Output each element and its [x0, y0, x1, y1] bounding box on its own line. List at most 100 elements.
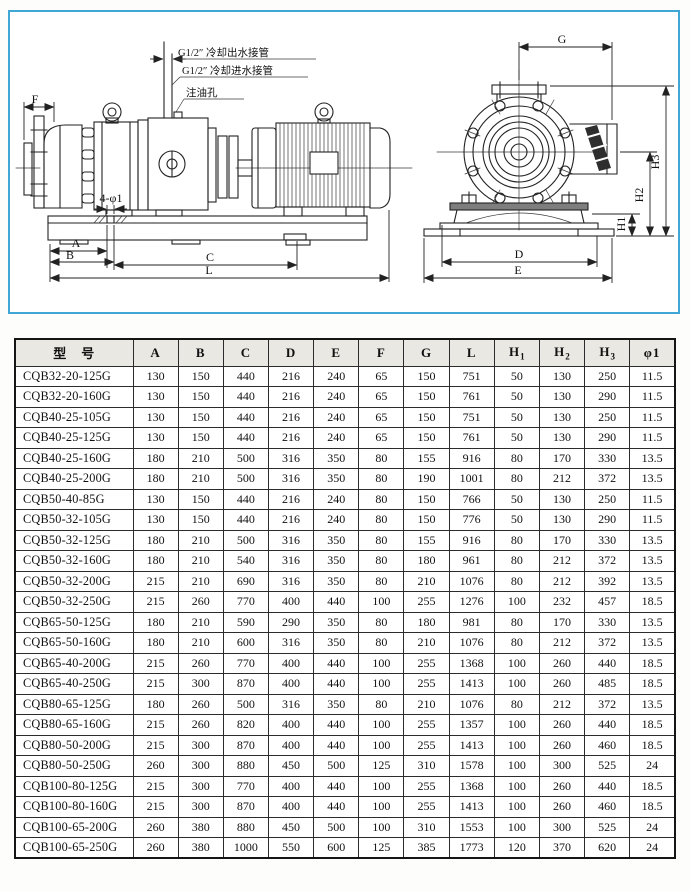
value-cell: 120: [493, 837, 540, 859]
value-cell: 80: [358, 468, 405, 490]
model-cell: CQB50-32-250G: [14, 591, 134, 613]
model-cell: CQB100-80-160G: [14, 796, 134, 818]
baseplate: [47, 215, 368, 246]
value-cell: 255: [403, 796, 450, 818]
motor-side: [251, 102, 391, 217]
value-cell: 1413: [448, 673, 495, 695]
value-cell: 150: [403, 406, 450, 428]
value-cell: 215: [132, 775, 179, 797]
value-cell: 440: [584, 775, 631, 797]
value-cell: 125: [358, 837, 405, 859]
value-cell: 300: [538, 816, 586, 838]
value-cell: 350: [313, 611, 360, 633]
table-row: CQB80-50-250G 260 300 880 450 500 125 310 1578 10…: [14, 755, 676, 777]
value-cell: 290: [584, 509, 631, 531]
value-cell: 330: [584, 529, 631, 551]
value-cell: 80: [493, 570, 540, 592]
dim-label-e: E: [514, 263, 521, 277]
value-cell: 150: [403, 427, 450, 449]
value-cell: 370: [538, 837, 586, 859]
value-cell: 100: [493, 775, 540, 797]
value-cell: 310: [403, 816, 450, 838]
value-cell: 100: [493, 796, 540, 818]
value-cell: 400: [267, 673, 315, 695]
value-cell: 150: [177, 386, 224, 408]
column-header: L: [448, 338, 495, 367]
value-cell: 180: [132, 611, 179, 633]
table-row: CQB80-65-160G 215 260 820 400 440 100 255 1357 10…: [14, 714, 676, 736]
value-cell: 300: [177, 796, 224, 818]
value-cell: 250: [584, 488, 631, 510]
value-cell: 210: [177, 632, 224, 654]
table-row: CQB100-80-125G 215 300 770 400 440 100 255 1368 1…: [14, 775, 676, 797]
value-cell: 13.5: [629, 611, 676, 633]
value-cell: 210: [177, 468, 224, 490]
value-cell: 766: [448, 488, 495, 510]
value-cell: 880: [222, 816, 269, 838]
value-cell: 215: [132, 734, 179, 756]
value-cell: 260: [177, 714, 224, 736]
value-cell: 776: [448, 509, 495, 531]
value-cell: 1368: [448, 652, 495, 674]
dim-label-l: L: [205, 263, 212, 277]
value-cell: 130: [538, 406, 586, 428]
table-row: CQB40-25-125G 130 150 440 216 240 65 150 761 50 13…: [14, 427, 676, 449]
value-cell: 80: [493, 447, 540, 469]
model-cell: CQB65-50-125G: [14, 611, 134, 633]
value-cell: 350: [313, 447, 360, 469]
table-row: CQB80-50-200G 215 300 870 400 440 100 255 1413 10…: [14, 734, 676, 756]
value-cell: 50: [493, 386, 540, 408]
value-cell: 500: [222, 447, 269, 469]
value-cell: 500: [222, 468, 269, 490]
diagram-box: G1/2″ 冷却出水接管 G1/2″ 冷却进水接管 注油孔 F 4-φ1 A B…: [8, 10, 680, 314]
value-cell: 316: [267, 550, 315, 572]
annotation-cooling-inlet: G1/2″ 冷却进水接管: [182, 64, 273, 77]
value-cell: 380: [177, 816, 224, 838]
value-cell: 150: [403, 365, 450, 387]
value-cell: 372: [584, 468, 631, 490]
value-cell: 100: [493, 755, 540, 777]
value-cell: 50: [493, 509, 540, 531]
table-row: CQB32-20-160G 130 150 440 216 240 65 150 761 50 13…: [14, 386, 676, 408]
value-cell: 150: [177, 427, 224, 449]
value-cell: 170: [538, 529, 586, 551]
value-cell: 80: [358, 611, 405, 633]
value-cell: 50: [493, 406, 540, 428]
value-cell: 460: [584, 796, 631, 818]
value-cell: 316: [267, 529, 315, 551]
value-cell: 1276: [448, 591, 495, 613]
value-cell: 240: [313, 509, 360, 531]
pedestal: [423, 191, 615, 237]
value-cell: 130: [132, 406, 179, 428]
value-cell: 150: [403, 488, 450, 510]
model-cell: CQB65-50-160G: [14, 632, 134, 654]
value-cell: 130: [538, 509, 586, 531]
value-cell: 255: [403, 714, 450, 736]
value-cell: 400: [267, 796, 315, 818]
value-cell: 260: [538, 714, 586, 736]
value-cell: 18.5: [629, 673, 676, 695]
model-cell: CQB32-20-125G: [14, 365, 134, 387]
value-cell: 210: [403, 693, 450, 715]
value-cell: 150: [177, 509, 224, 531]
value-cell: 290: [267, 611, 315, 633]
value-cell: 65: [358, 427, 405, 449]
value-cell: 255: [403, 673, 450, 695]
value-cell: 180: [132, 447, 179, 469]
value-cell: 1413: [448, 796, 495, 818]
value-cell: 400: [267, 734, 315, 756]
drain-housing: [569, 123, 618, 175]
model-cell: CQB50-32-160G: [14, 550, 134, 572]
value-cell: 260: [132, 816, 179, 838]
model-cell: CQB32-20-160G: [14, 386, 134, 408]
value-cell: 392: [584, 570, 631, 592]
value-cell: 150: [177, 406, 224, 428]
value-cell: 400: [267, 652, 315, 674]
value-cell: 80: [358, 632, 405, 654]
spec-table: 型 号 A B C D E F G L H1 H2 H3 φ1 CQB32-20-125G 130 150 4…: [14, 338, 676, 859]
value-cell: 260: [538, 796, 586, 818]
value-cell: 100: [493, 652, 540, 674]
value-cell: 1000: [222, 837, 269, 859]
model-cell: CQB40-25-200G: [14, 468, 134, 490]
motor-lifting-eye-icon: [314, 102, 334, 124]
